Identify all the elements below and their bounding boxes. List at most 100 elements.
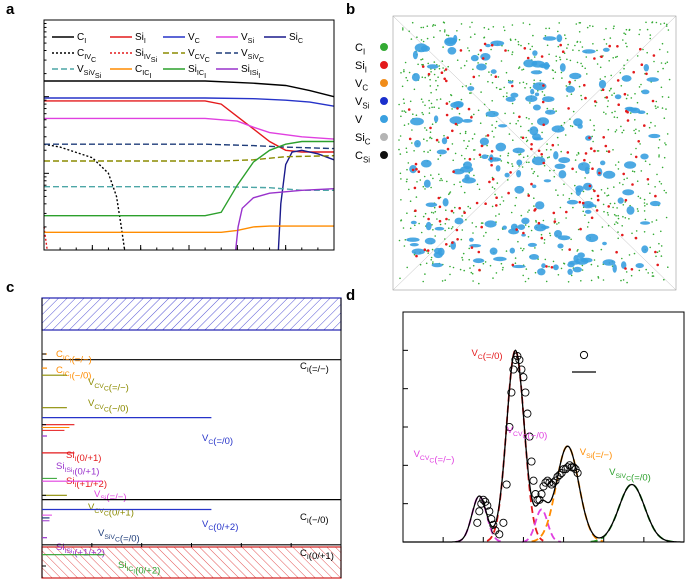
point-sii	[654, 250, 657, 254]
point-ci	[426, 37, 429, 40]
point-ci	[605, 113, 607, 115]
point-sii	[632, 70, 635, 74]
point-ci	[564, 134, 567, 136]
point-ci	[428, 112, 431, 114]
vacancy-cluster	[495, 142, 507, 152]
vacancy-cluster	[431, 263, 443, 268]
point-sii	[591, 167, 594, 170]
point-ci	[518, 66, 521, 68]
point-sii	[472, 75, 476, 79]
point-ci	[618, 182, 621, 184]
point-ci	[514, 38, 517, 41]
point-ci	[584, 214, 586, 216]
point-sii	[617, 103, 620, 106]
point-ci	[421, 111, 424, 114]
point-ci	[490, 74, 493, 76]
point-ci	[398, 148, 400, 151]
point-ci	[616, 55, 618, 58]
point-ci	[621, 257, 623, 260]
point-ci	[527, 42, 530, 45]
point-ci	[525, 140, 528, 143]
expt-point	[527, 457, 536, 466]
point-ci	[420, 26, 423, 29]
point-sii	[445, 113, 449, 117]
point-ci	[603, 192, 606, 194]
point-ci	[423, 150, 425, 153]
legend-swatch-expt	[579, 350, 589, 360]
point-ci	[521, 249, 524, 252]
legend-label-b: CSi	[355, 150, 370, 164]
point-ci	[477, 62, 479, 64]
vacancy-cluster	[649, 200, 661, 207]
point-ci	[471, 272, 474, 275]
point-sii	[486, 134, 490, 137]
point-ci	[443, 22, 446, 24]
point-sii	[652, 54, 656, 57]
box-edge-diag	[392, 15, 677, 291]
point-ci	[612, 206, 614, 209]
point-ci	[420, 39, 423, 41]
panel-b-defect-distribution: CI SiI VC VSi V SiC CSi	[355, 15, 677, 291]
point-ci	[548, 156, 550, 158]
point-sii	[596, 194, 600, 198]
point-ci	[399, 153, 402, 155]
point-ci	[558, 222, 560, 224]
point-ci	[567, 281, 570, 283]
point-sii	[624, 267, 627, 270]
point-ci	[450, 227, 453, 230]
vacancy-cluster	[532, 104, 541, 111]
vacancy-cluster	[643, 63, 649, 72]
point-ci	[649, 192, 651, 194]
point-ci	[401, 110, 404, 112]
point-ci	[665, 191, 667, 194]
point-ci	[468, 49, 471, 52]
point-ci	[442, 46, 444, 48]
point-ci	[524, 224, 527, 226]
point-ci	[481, 222, 484, 224]
vacancy-cluster	[420, 159, 432, 168]
point-ci	[494, 127, 497, 129]
point-ci	[521, 166, 524, 168]
point-ci	[587, 221, 590, 224]
vacancy-cluster	[577, 252, 585, 259]
point-ci	[552, 260, 555, 263]
legend-dot-b	[380, 97, 388, 105]
point-ci	[405, 180, 408, 183]
point-ci	[602, 203, 605, 206]
point-ci	[473, 133, 476, 135]
point-ci	[431, 106, 433, 109]
vacancy-cluster	[410, 220, 417, 225]
vacancy-cluster	[509, 247, 515, 254]
point-ci	[648, 126, 651, 129]
point-ci	[517, 41, 520, 43]
point-ci	[617, 237, 619, 240]
vacancy-cluster	[602, 241, 607, 246]
energy-level-label: VSiVC(=/0)	[98, 528, 140, 545]
point-ci	[399, 172, 402, 175]
point-ci	[460, 67, 462, 69]
point-ci	[439, 30, 441, 32]
point-ci	[408, 30, 411, 33]
point-ci	[505, 250, 508, 252]
expt-point	[529, 476, 538, 485]
vacancy-cluster	[640, 221, 651, 225]
point-sii	[593, 149, 596, 153]
point-ci	[631, 232, 633, 235]
point-ci	[428, 99, 430, 102]
vacancy-cluster	[583, 182, 593, 191]
point-sii	[553, 220, 557, 223]
point-ci	[500, 262, 503, 265]
point-ci	[527, 236, 530, 238]
point-ci	[593, 124, 595, 127]
point-ci	[482, 235, 485, 237]
vacancy-cluster	[412, 50, 418, 60]
point-ci	[471, 137, 474, 140]
vacancy-cluster	[480, 53, 491, 61]
point-sii	[654, 194, 657, 198]
point-ci	[635, 147, 637, 150]
vacancy-cluster	[505, 96, 516, 102]
point-ci	[560, 71, 563, 74]
point-sii	[542, 84, 545, 87]
point-sii	[590, 216, 594, 220]
vacancy-cluster	[490, 69, 497, 74]
